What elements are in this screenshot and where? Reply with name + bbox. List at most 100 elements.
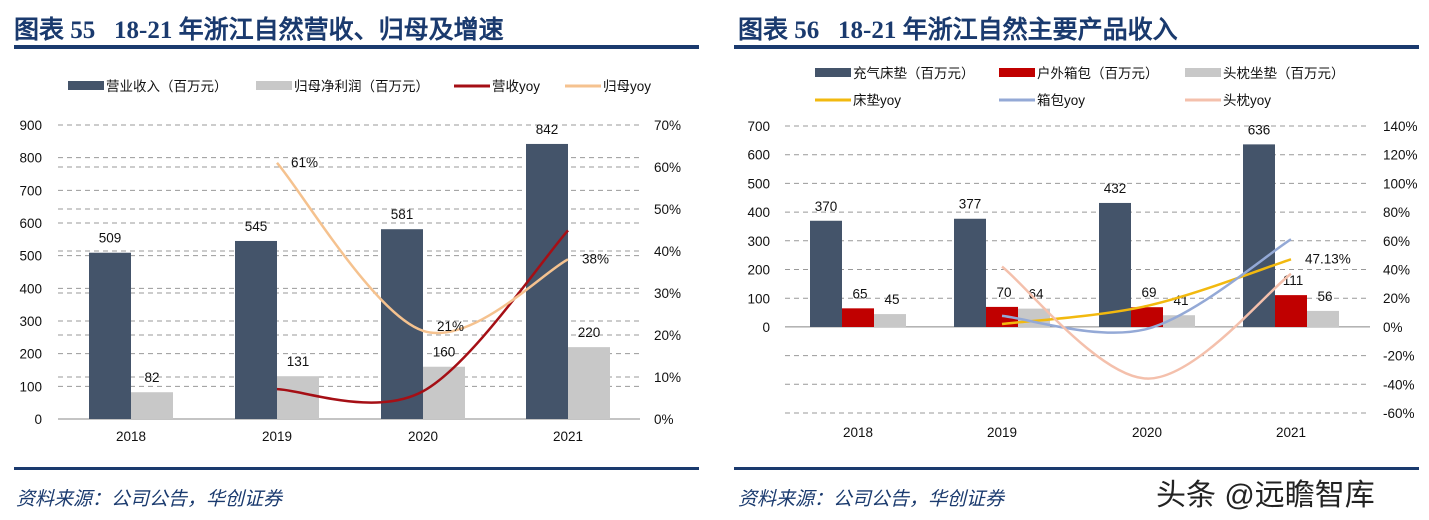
bar [1131,307,1163,327]
bar [89,252,131,419]
right-axis-tick-label: 120% [1383,148,1418,163]
right-axis-tick-label: 40% [654,244,681,259]
chart-55-title-rule [14,45,699,49]
legend-label: 营收yoy [492,79,540,94]
legend-label: 箱包yoy [1037,93,1085,108]
x-axis-tick-label: 2021 [1276,425,1306,440]
bar-data-label: 370 [815,199,838,214]
x-axis-tick-label: 2020 [408,429,438,444]
bar-data-label: 131 [287,354,310,369]
x-axis-tick-label: 2019 [262,429,292,444]
right-axis-tick-label: 20% [654,328,681,343]
bar [381,229,423,419]
left-axis-tick-label: 600 [19,216,42,231]
line-series-1 [1001,238,1292,334]
legend-label: 床垫yoy [853,93,901,108]
chart-56-bottom-rule [734,467,1419,470]
left-axis-tick-label: 700 [747,119,770,134]
bar [526,143,568,420]
chart-56-source: 资料来源：公司公告，华创证券 [738,489,1005,510]
right-axis-tick-label: 60% [654,160,681,175]
chart-56-title: 图表 56 18-21 年浙江自然主要产品收入 [738,17,1178,44]
chart-55-title: 图表 55 18-21 年浙江自然营收、归母及增速 [14,17,504,44]
bar-data-label: 160 [433,345,456,360]
right-axis-tick-label: -60% [1383,406,1415,421]
left-axis-tick-label: 900 [19,118,42,133]
bar-data-label: 509 [99,231,122,246]
right-axis-tick-label: 0% [1383,320,1403,335]
legend-label: 营业收入（百万元） [106,79,228,94]
bar [568,347,610,419]
left-axis-tick-label: 300 [19,314,42,329]
legend-label: 户外箱包（百万元） [1037,65,1159,81]
left-axis-tick-label: 200 [747,263,770,278]
line-series-0 [276,229,569,404]
bar-data-label: 45 [884,292,899,307]
left-axis-tick-label: 500 [19,249,42,264]
right-axis-tick-label: 60% [1383,234,1410,249]
left-axis-tick-label: 200 [19,347,42,362]
bar [235,240,277,419]
legend-swatch [256,81,292,90]
chart-55-source: 资料来源：公司公告，华创证券 [16,489,283,510]
right-axis-tick-label: 140% [1383,119,1418,134]
right-axis-tick-label: 80% [1383,205,1410,220]
right-axis-tick-label: 100% [1383,176,1418,191]
bar-data-label: 545 [245,219,268,234]
bar [1307,310,1339,327]
right-axis-tick-label: -20% [1383,349,1415,364]
left-axis-tick-label: 100 [19,379,42,394]
bar [874,314,906,327]
left-axis-tick-label: 800 [19,151,42,166]
bar [954,218,986,327]
bar-data-label: 70 [996,285,1011,300]
right-axis-tick-label: 10% [654,370,681,385]
bar [277,376,319,419]
line-series-2 [1001,265,1292,380]
left-axis-tick-label: 0 [762,320,770,335]
chart-55-bottom-rule [14,467,699,470]
line-data-label: 38% [582,251,609,266]
bar-data-label: 842 [536,122,559,137]
right-axis-tick-label: 30% [654,286,681,301]
legend-swatch [815,68,851,77]
right-axis-tick-label: 70% [654,118,681,133]
right-axis-tick-label: 40% [1383,263,1410,278]
bar-data-label: 82 [144,370,159,385]
legend-swatch [999,68,1035,77]
bar [1163,315,1195,327]
bar [131,392,173,419]
legend-label: 头枕yoy [1223,93,1271,108]
line-series-1 [276,161,569,335]
right-axis-tick-label: 0% [654,412,674,427]
right-axis-tick-label: -40% [1383,377,1415,392]
x-axis-tick-label: 2018 [843,425,873,440]
bar [810,220,842,327]
bar [842,308,874,327]
line-data-label: 21% [437,319,464,334]
legend-label: 头枕坐垫（百万元） [1223,66,1345,81]
right-axis-tick-label: 50% [654,202,681,217]
legend-label: 归母yoy [603,78,651,94]
x-axis-tick-label: 2019 [987,425,1017,440]
left-axis-tick-label: 500 [747,176,770,191]
chart-56-title-rule [734,45,1419,49]
bar-data-label: 111 [1283,273,1304,288]
left-axis-tick-label: 100 [747,291,770,306]
x-axis-tick-label: 2020 [1132,425,1162,440]
bar-data-label: 220 [578,325,601,340]
watermark: 头条 @远瞻智库 [1150,470,1381,514]
x-axis-tick-label: 2021 [553,429,583,444]
left-axis-tick-label: 400 [747,205,770,220]
bar-data-label: 65 [852,286,867,301]
bar-data-label: 69 [1141,285,1156,300]
legend-label: 归母净利润（百万元） [294,78,429,94]
bar-data-label: 636 [1248,122,1271,137]
left-axis-tick-label: 700 [19,183,42,198]
left-axis-tick-label: 400 [19,281,42,296]
bar-data-label: 56 [1317,289,1332,304]
legend-swatch [68,81,104,90]
bar [1099,202,1131,327]
bar-data-label: 377 [959,197,982,212]
